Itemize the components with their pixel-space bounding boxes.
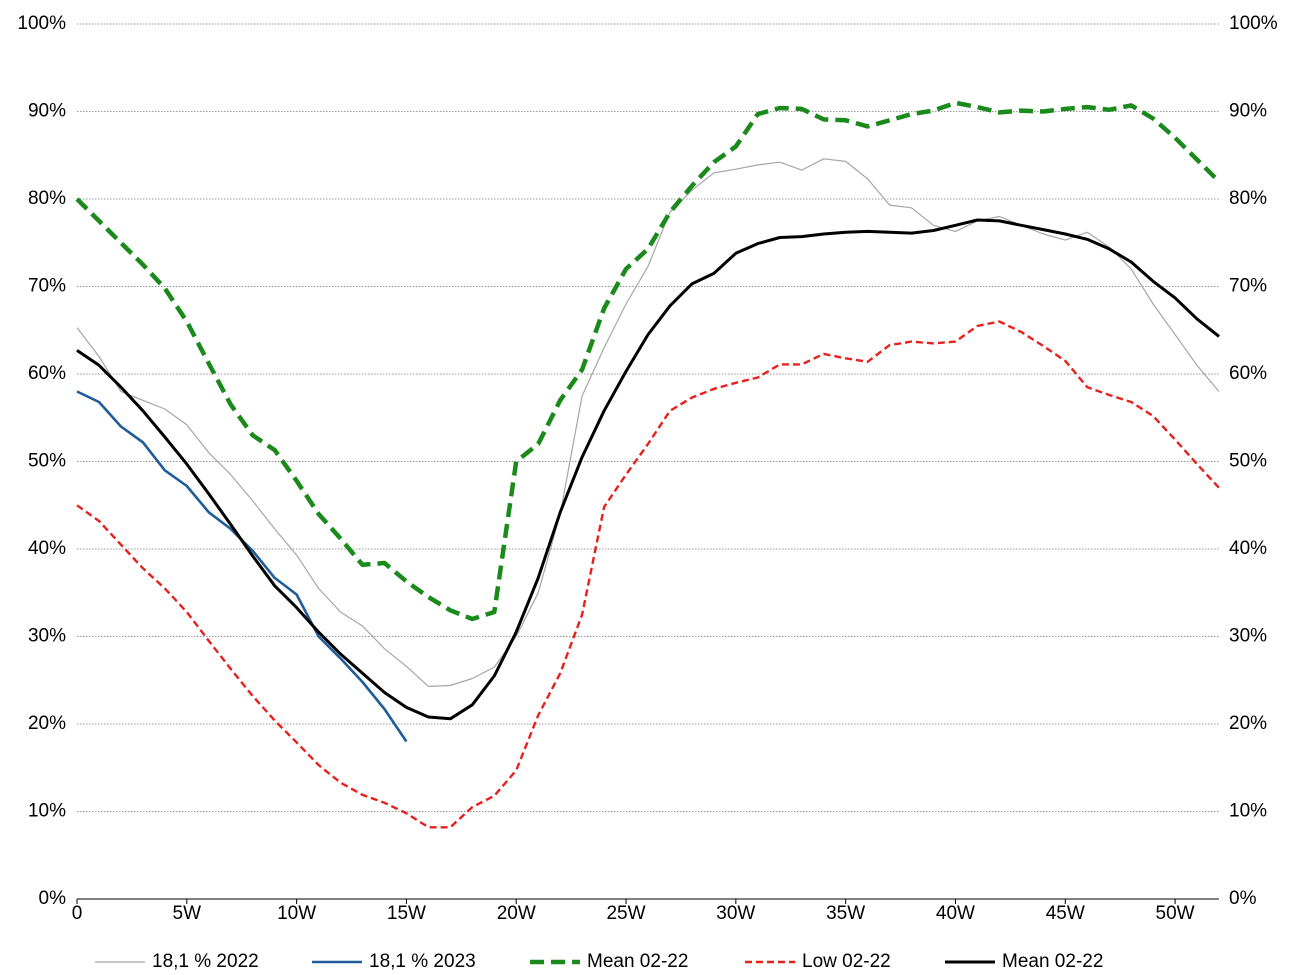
x-tick-label: 15W xyxy=(387,903,426,924)
y2-tick-label: 90% xyxy=(1229,101,1267,122)
x-tick-label: 0 xyxy=(72,903,83,924)
legend-label: Low 02-22 xyxy=(802,951,891,972)
x-tick-label: 25W xyxy=(606,903,645,924)
series-line xyxy=(76,158,1220,687)
series-line xyxy=(76,218,1220,721)
y-tick-label: 30% xyxy=(28,626,66,647)
x-tick-label: 35W xyxy=(826,903,865,924)
y2-tick-label: 40% xyxy=(1229,538,1267,559)
legend-label: 18,1 % 2023 xyxy=(369,951,476,972)
y-tick-label: 60% xyxy=(28,363,66,384)
x-tick-label: 10W xyxy=(277,903,316,924)
y2-tick-label: 30% xyxy=(1229,626,1267,647)
y-tick-label: 10% xyxy=(28,801,66,822)
series-line xyxy=(75,100,1221,622)
x-tick-label: 5W xyxy=(173,903,202,924)
series-line xyxy=(76,390,408,743)
y-tick-label: 100% xyxy=(17,13,66,34)
y2-tick-label: 50% xyxy=(1229,451,1267,472)
x-tick-label: 50W xyxy=(1156,903,1195,924)
x-tick-label: 40W xyxy=(936,903,975,924)
y-tick-label: 20% xyxy=(28,713,66,734)
legend-label: Mean 02-22 xyxy=(1002,951,1103,972)
y-tick-label: 80% xyxy=(28,188,66,209)
x-tick-label: 45W xyxy=(1046,903,1085,924)
legend-label: Mean 02-22 xyxy=(587,951,688,972)
y2-tick-label: 70% xyxy=(1229,276,1267,297)
x-tick-label: 20W xyxy=(497,903,536,924)
y2-tick-label: 60% xyxy=(1229,363,1267,384)
y-tick-label: 50% xyxy=(28,451,66,472)
y-tick-label: 90% xyxy=(28,101,66,122)
legend-label: 18,1 % 2022 xyxy=(152,951,259,972)
y2-tick-label: 80% xyxy=(1229,188,1267,209)
y-tick-label: 0% xyxy=(39,888,67,909)
y-tick-label: 70% xyxy=(28,276,66,297)
y2-tick-label: 10% xyxy=(1229,801,1267,822)
y2-tick-label: 100% xyxy=(1229,13,1278,34)
y2-tick-label: 20% xyxy=(1229,713,1267,734)
y-tick-label: 40% xyxy=(28,538,66,559)
y2-tick-label: 0% xyxy=(1229,888,1257,909)
x-tick-label: 30W xyxy=(716,903,755,924)
series-line xyxy=(76,320,1220,829)
